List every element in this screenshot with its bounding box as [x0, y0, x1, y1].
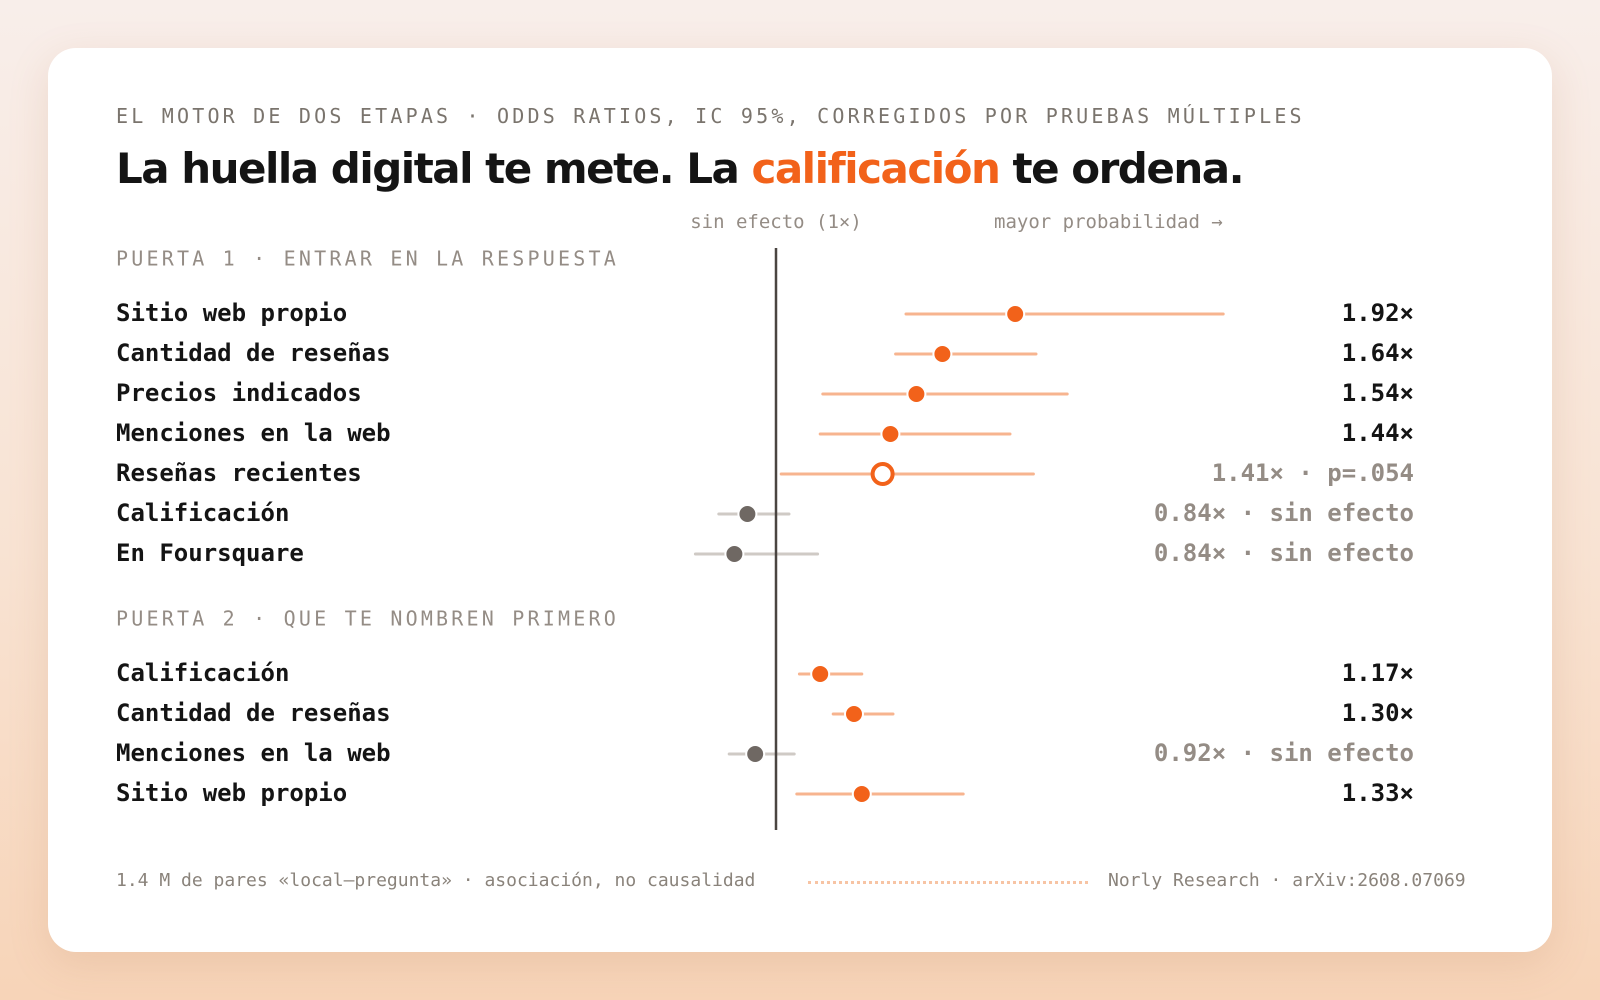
- row-label: Calificación: [116, 499, 289, 527]
- row-label: Menciones en la web: [116, 419, 391, 447]
- point-estimate: [870, 462, 895, 486]
- footer-note: 1.4 M de pares «local–pregunta» · asocia…: [116, 870, 756, 891]
- reference-label: sin efecto (1×): [690, 211, 862, 233]
- value-label: 1.44×: [1342, 419, 1414, 447]
- chart-eyebrow: EL MOTOR DE DOS ETAPAS · ODDS RATIOS, IC…: [116, 104, 1305, 128]
- title-part-1: La huella digital te mete. La: [116, 144, 752, 193]
- row-label: Reseñas recientes: [116, 459, 362, 487]
- row-label: Menciones en la web: [116, 739, 391, 767]
- row-label: Sitio web propio: [116, 299, 347, 327]
- point-estimate: [1005, 304, 1026, 324]
- forest-plot: sin efecto (1×) mayor probabilidad → PUERT…: [116, 211, 1414, 830]
- row-label: Calificación: [116, 659, 289, 687]
- value-label: 0.92× · sin efecto: [1154, 739, 1414, 767]
- point-estimate: [737, 504, 758, 524]
- value-label: 1.92×: [1342, 299, 1414, 327]
- value-label: 1.30×: [1342, 699, 1414, 727]
- value-label: 1.64×: [1342, 339, 1414, 367]
- point-estimate: [810, 664, 831, 684]
- direction-label: mayor probabilidad →: [994, 211, 1223, 233]
- point-estimate: [724, 544, 745, 564]
- group-label: PUERTA 1 · ENTRAR EN LA RESPUESTA: [116, 247, 619, 271]
- group-label: PUERTA 2 · QUE TE NOMBREN PRIMERO: [116, 607, 619, 631]
- row-label: Precios indicados: [116, 379, 362, 407]
- point-estimate: [880, 424, 901, 444]
- chart-card: EL MOTOR DE DOS ETAPAS · ODDS RATIOS, IC…: [48, 48, 1552, 952]
- point-estimate: [844, 704, 864, 724]
- point-estimate: [906, 384, 927, 404]
- value-label: 1.54×: [1342, 379, 1414, 407]
- row-label: Cantidad de reseñas: [116, 339, 391, 367]
- title-accent: calificación: [751, 144, 1001, 193]
- value-label: 1.33×: [1342, 779, 1414, 807]
- value-label: 0.84× · sin efecto: [1154, 539, 1414, 567]
- row-label: En Foursquare: [116, 539, 304, 567]
- footer-divider: [808, 881, 1088, 884]
- value-label: 0.84× · sin efecto: [1154, 499, 1414, 527]
- point-estimate: [745, 744, 766, 764]
- chart-title: La huella digital te mete. La calificaci…: [116, 144, 1245, 193]
- value-label: 1.41× · p=.054: [1212, 459, 1414, 487]
- point-estimate: [851, 784, 872, 804]
- row-label: Cantidad de reseñas: [116, 699, 391, 727]
- footer-source: Norly Research · arXiv:2608.07069: [1108, 870, 1466, 891]
- value-label: 1.17×: [1342, 659, 1414, 687]
- point-estimate: [932, 344, 953, 364]
- title-part-2: te ordena.: [999, 144, 1245, 193]
- row-label: Sitio web propio: [116, 779, 347, 807]
